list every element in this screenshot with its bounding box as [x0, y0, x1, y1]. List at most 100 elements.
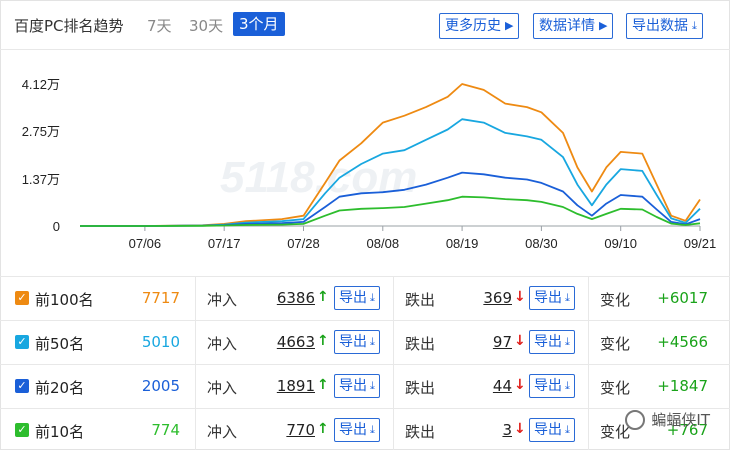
out-label: 跌出 — [405, 335, 436, 353]
export-out-button[interactable]: 导出 ⤓ — [529, 286, 575, 310]
x-tick-label: 08/19 — [446, 236, 479, 251]
check-icon[interactable]: ✓ — [15, 379, 29, 393]
in-count-link[interactable]: 770 — [286, 421, 315, 439]
rank-row: ✓ 前100名 7717 冲入 6386 ↑ 导出 ⤓ 跌出 369 ↓ 导出 … — [0, 276, 730, 321]
divider — [195, 277, 196, 321]
download-icon: ⤓ — [370, 423, 375, 436]
out-label: 跌出 — [405, 379, 436, 397]
rank-name: 前20名 — [35, 379, 85, 397]
export-out-button[interactable]: 导出 ⤓ — [529, 418, 575, 442]
in-count-link[interactable]: 1891 — [276, 377, 315, 395]
panel-title: 百度PC排名趋势 — [14, 17, 124, 35]
range-tab-30d[interactable]: 30天 — [189, 17, 224, 35]
x-tick-label: 07/06 — [129, 236, 162, 251]
more-history-label: 更多历史 — [445, 18, 501, 34]
in-label: 冲入 — [207, 379, 238, 397]
export-out-button[interactable]: 导出 ⤓ — [529, 330, 575, 354]
export-in-button[interactable]: 导出 ⤓ — [334, 286, 380, 310]
caret-right-icon: ▶ — [505, 19, 514, 32]
more-history-button[interactable]: 更多历史 ▶ — [439, 13, 520, 39]
y-tick-label: 0 — [53, 219, 60, 234]
divider — [588, 365, 589, 409]
change-label: 变化 — [600, 423, 631, 441]
export-label: 导出 — [339, 422, 367, 438]
export-label: 导出 — [339, 378, 367, 394]
y-tick-label: 2.75万 — [22, 124, 60, 139]
divider — [393, 321, 394, 365]
trend-chart: 5118.com 4.12万 2.75万 1.37万 0 07/06 07/17 07/2… — [0, 52, 730, 267]
x-tick-label: 07/17 — [208, 236, 241, 251]
divider — [195, 409, 196, 450]
check-icon[interactable]: ✓ — [15, 291, 29, 305]
change-label: 变化 — [600, 379, 631, 397]
export-label: 导出 — [339, 334, 367, 350]
check-icon[interactable]: ✓ — [15, 335, 29, 349]
in-label: 冲入 — [207, 335, 238, 353]
rank-name: 前50名 — [35, 335, 85, 353]
check-icon[interactable]: ✓ — [15, 423, 29, 437]
in-count-link[interactable]: 6386 — [276, 289, 315, 307]
download-icon: ⤓ — [565, 335, 570, 348]
rank-row: ✓ 前20名 2005 冲入 1891 ↑ 导出 ⤓ 跌出 44 ↓ 导出 ⤓ … — [0, 364, 730, 409]
chart-watermark: 5118.com — [220, 153, 417, 202]
download-icon: ⤓ — [565, 379, 570, 392]
arrow-up-icon: ↑ — [317, 377, 329, 393]
download-icon: ⤓ — [370, 291, 375, 304]
rank-row: ✓ 前50名 5010 冲入 4663 ↑ 导出 ⤓ 跌出 97 ↓ 导出 ⤓ … — [0, 320, 730, 365]
out-count-link[interactable]: 369 — [483, 289, 512, 307]
export-out-button[interactable]: 导出 ⤓ — [529, 374, 575, 398]
download-icon: ⤓ — [370, 335, 375, 348]
caret-right-icon: ▶ — [599, 19, 608, 32]
x-tick-label: 08/30 — [525, 236, 558, 251]
out-label: 跌出 — [405, 423, 436, 441]
change-value: +6017 — [657, 289, 708, 307]
divider — [393, 365, 394, 409]
arrow-up-icon: ↑ — [317, 333, 329, 349]
out-count-link[interactable]: 97 — [492, 333, 512, 351]
export-data-button[interactable]: 导出数据 ⤓ — [626, 13, 703, 39]
divider — [195, 321, 196, 365]
divider — [588, 321, 589, 365]
change-value: +1847 — [657, 377, 708, 395]
x-tick-label: 09/10 — [604, 236, 637, 251]
export-label: 导出 — [339, 290, 367, 306]
divider — [588, 409, 589, 450]
range-tab-7d[interactable]: 7天 — [147, 17, 172, 35]
arrow-down-icon: ↓ — [514, 377, 526, 393]
export-in-button[interactable]: 导出 ⤓ — [334, 330, 380, 354]
download-icon: ⤓ — [565, 291, 570, 304]
out-count-link[interactable]: 44 — [492, 377, 512, 395]
in-label: 冲入 — [207, 423, 238, 441]
export-label: 导出 — [534, 290, 562, 306]
divider — [393, 409, 394, 450]
export-in-button[interactable]: 导出 ⤓ — [334, 418, 380, 442]
download-icon: ⤓ — [370, 379, 375, 392]
range-tab-3m[interactable]: 3个月 — [233, 12, 285, 36]
out-label: 跌出 — [405, 291, 436, 309]
x-tick-label: 09/21 — [684, 236, 717, 251]
arrow-down-icon: ↓ — [514, 421, 526, 437]
in-label: 冲入 — [207, 291, 238, 309]
export-label: 导出 — [534, 422, 562, 438]
x-tick-label: 08/08 — [367, 236, 400, 251]
export-label: 导出 — [534, 378, 562, 394]
change-value: +4566 — [657, 333, 708, 351]
out-count-link[interactable]: 3 — [502, 421, 512, 439]
data-details-button[interactable]: 数据详情 ▶ — [533, 13, 614, 39]
y-tick-label: 1.37万 — [22, 172, 60, 187]
x-tick-label: 07/28 — [287, 236, 320, 251]
download-icon: ⤓ — [565, 423, 570, 436]
change-value: +767 — [666, 421, 708, 439]
trend-chart-svg: 5118.com 4.12万 2.75万 1.37万 0 07/06 07/17 07/2… — [22, 77, 717, 251]
rank-value: 774 — [151, 421, 180, 439]
in-count-link[interactable]: 4663 — [276, 333, 315, 351]
rank-name: 前10名 — [35, 423, 85, 441]
rank-value: 7717 — [141, 289, 180, 307]
author-watermark-text: 蝙蝠侠IT — [651, 411, 710, 429]
author-watermark: 蝙蝠侠IT — [625, 409, 710, 430]
export-in-button[interactable]: 导出 ⤓ — [334, 374, 380, 398]
arrow-up-icon: ↑ — [317, 421, 329, 437]
wechat-icon — [625, 409, 646, 430]
rank-name: 前100名 — [35, 291, 94, 309]
rank-value: 2005 — [141, 377, 180, 395]
